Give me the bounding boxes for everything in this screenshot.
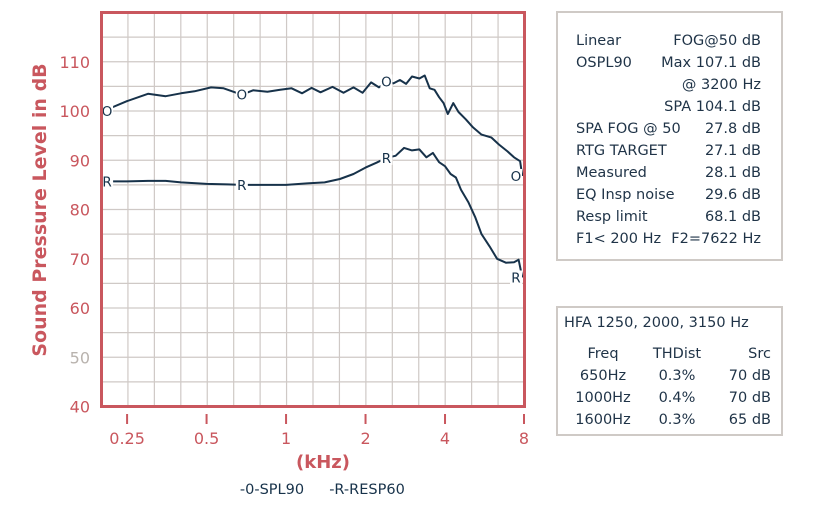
y-tick-label: 100 (59, 102, 90, 121)
marker-background (510, 270, 522, 285)
y-tick-label: 60 (70, 299, 90, 318)
hfa-distortion-panel: HFA 1250, 2000, 3150 Hz Freq THDist Src … (556, 306, 783, 436)
chart-curves: O O O O R R R R (101, 74, 524, 286)
x-axis-ticks: 0.25 0.5 1 2 4 8 (109, 414, 529, 448)
info-label: EQ Insp noise (576, 187, 675, 203)
info-row: OSPL90 Max 107.1 dB (576, 52, 761, 74)
info-label: Resp limit (576, 209, 648, 225)
info-value: @ 3200 Hz (681, 77, 761, 93)
info-value: 68.1 dB (704, 209, 761, 225)
info-label: Linear (576, 33, 622, 49)
measurement-info-panel: Linear FOG@50 dB OSPL90 Max 107.1 dB @ 3200 … (556, 11, 783, 261)
header-freq: Freq (587, 346, 619, 362)
info-value: Max 107.1 dB (661, 55, 761, 71)
info-row: F1< 200 Hz F2=7622 Hz (576, 228, 761, 250)
chart-grid (101, 12, 525, 407)
info-row: Linear FOG@50 dB (576, 30, 761, 52)
legend-spl90: -0-SPL90 (240, 482, 304, 498)
chart-frame (100, 11, 526, 408)
marker-background (510, 169, 522, 184)
y-tick-label: 80 (70, 201, 90, 220)
resp60-marker: R (102, 174, 111, 190)
info-row: SPA FOG @ 50 27.8 dB (576, 118, 761, 140)
hfa-row-1000: 1000Hz 0.4% 70 dB (558, 387, 781, 409)
info-row: EQ Insp noise 29.6 dB (576, 184, 761, 206)
x-axis-label: (kHz) (296, 452, 350, 473)
info-value: 28.1 dB (704, 165, 761, 181)
info-value: F2=7622 Hz (671, 231, 761, 247)
y-tick-label: 50 (70, 348, 90, 367)
x-tick-label: 1 (281, 429, 291, 448)
marker-background (101, 104, 114, 118)
y-tick-label: 40 (70, 398, 90, 417)
y-tick-label: 110 (59, 53, 90, 72)
freq-value: 1600Hz (575, 412, 631, 428)
y-tick-label: 70 (70, 250, 90, 269)
spl90-curve (106, 74, 524, 177)
info-label: Measured (576, 165, 647, 181)
header-src: Src (748, 346, 771, 362)
resp60-marker: R (237, 178, 246, 194)
src-value: 70 dB (728, 390, 771, 406)
info-label: RTG TARGET (576, 143, 667, 159)
resp60-marker: R (511, 270, 520, 286)
info-value: 27.8 dB (704, 121, 761, 137)
x-tick-label: 4 (440, 429, 450, 448)
resp60-marker: R (382, 151, 391, 167)
x-tick-label: 8 (519, 429, 529, 448)
src-value: 65 dB (728, 412, 771, 428)
hfa-header-row: Freq THDist Src (558, 343, 781, 365)
freq-value: 1000Hz (575, 390, 631, 406)
src-value: 70 dB (728, 368, 771, 384)
marker-background (235, 87, 248, 102)
y-axis-label: Sound Pressure Level in dB (29, 63, 51, 356)
marker-background (101, 174, 114, 189)
info-value: 29.6 dB (704, 187, 761, 203)
spl90-marker: O (381, 74, 392, 90)
info-value: 27.1 dB (704, 143, 761, 159)
spl90-marker: O (102, 104, 113, 120)
info-row: SPA 104.1 dB (576, 96, 761, 118)
hfa-title: HFA 1250, 2000, 3150 Hz (564, 315, 749, 331)
y-axis-ticks: 110 100 90 80 70 60 50 40 (59, 53, 90, 417)
info-label: SPA FOG @ 50 (576, 121, 681, 137)
header-thdist: THDist (652, 346, 702, 362)
info-row: @ 3200 Hz (576, 74, 761, 96)
marker-background (380, 74, 393, 89)
x-tick-label: 0.25 (109, 429, 145, 448)
info-value: FOG@50 dB (673, 33, 761, 49)
info-row: RTG TARGET 27.1 dB (576, 140, 761, 162)
y-tick-label: 90 (70, 151, 90, 170)
info-label: OSPL90 (576, 55, 632, 71)
resp60-curve (107, 146, 524, 278)
info-row: Resp limit 68.1 dB (576, 206, 761, 228)
hfa-row-1600: 1600Hz 0.3% 65 dB (558, 409, 781, 431)
info-row: Measured 28.1 dB (576, 162, 761, 184)
spl90-marker: O (511, 169, 522, 185)
freq-value: 650Hz (579, 368, 627, 384)
info-label: F1< 200 Hz (576, 231, 662, 247)
info-value: SPA 104.1 dB (664, 99, 761, 115)
thd-value: 0.3% (658, 412, 696, 428)
legend-resp60: -R-RESP60 (329, 482, 405, 498)
spl90-marker: O (237, 88, 248, 104)
thd-value: 0.3% (658, 368, 696, 384)
thd-value: 0.4% (658, 390, 696, 406)
x-tick-label: 0.5 (194, 429, 219, 448)
x-tick-label: 2 (360, 429, 370, 448)
marker-background (235, 177, 248, 192)
marker-background (380, 150, 393, 165)
hfa-row-650: 650Hz 0.3% 70 dB (558, 365, 781, 387)
